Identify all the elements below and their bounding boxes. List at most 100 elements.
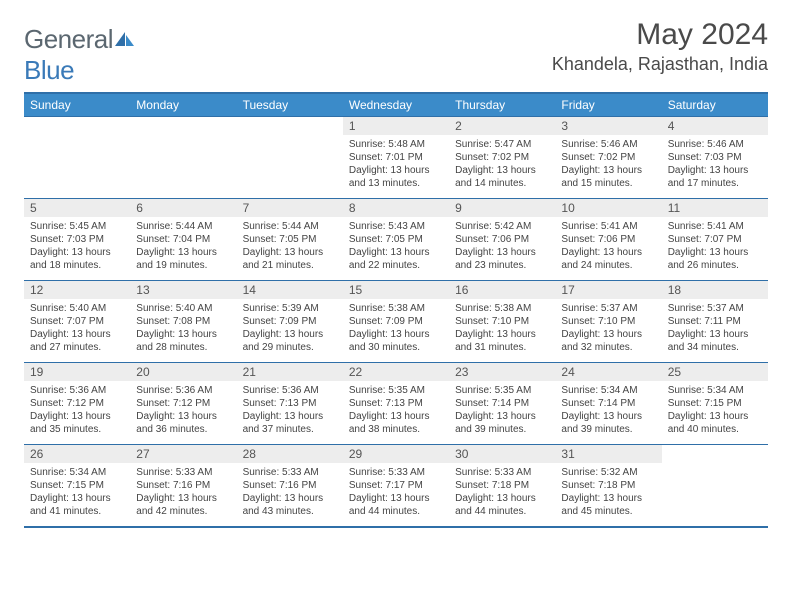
brand-part2: Blue [24, 55, 74, 85]
calendar-day-cell: 21Sunrise: 5:36 AMSunset: 7:13 PMDayligh… [237, 363, 343, 445]
day-number: 13 [130, 281, 236, 299]
day-number: 1 [343, 117, 449, 135]
calendar-week-row: 12Sunrise: 5:40 AMSunset: 7:07 PMDayligh… [24, 281, 768, 363]
day-number: 22 [343, 363, 449, 381]
calendar-day-cell: 31Sunrise: 5:32 AMSunset: 7:18 PMDayligh… [555, 445, 661, 527]
weekday-header: Saturday [662, 93, 768, 117]
day-details: Sunrise: 5:45 AMSunset: 7:03 PMDaylight:… [24, 217, 130, 276]
month-title: May 2024 [552, 18, 768, 52]
day-number: 20 [130, 363, 236, 381]
calendar-day-cell [237, 117, 343, 199]
day-details: Sunrise: 5:47 AMSunset: 7:02 PMDaylight:… [449, 135, 555, 194]
day-details: Sunrise: 5:46 AMSunset: 7:03 PMDaylight:… [662, 135, 768, 194]
day-number: 11 [662, 199, 768, 217]
day-details: Sunrise: 5:34 AMSunset: 7:15 PMDaylight:… [662, 381, 768, 440]
calendar-day-cell: 11Sunrise: 5:41 AMSunset: 7:07 PMDayligh… [662, 199, 768, 281]
calendar-day-cell: 23Sunrise: 5:35 AMSunset: 7:14 PMDayligh… [449, 363, 555, 445]
day-number: 29 [343, 445, 449, 463]
day-number: 18 [662, 281, 768, 299]
day-details: Sunrise: 5:38 AMSunset: 7:10 PMDaylight:… [449, 299, 555, 358]
day-number: 3 [555, 117, 661, 135]
brand-text: GeneralBlue [24, 24, 135, 86]
calendar-day-cell: 29Sunrise: 5:33 AMSunset: 7:17 PMDayligh… [343, 445, 449, 527]
calendar-day-cell: 25Sunrise: 5:34 AMSunset: 7:15 PMDayligh… [662, 363, 768, 445]
day-details: Sunrise: 5:40 AMSunset: 7:07 PMDaylight:… [24, 299, 130, 358]
weekday-header: Sunday [24, 93, 130, 117]
calendar-day-cell: 6Sunrise: 5:44 AMSunset: 7:04 PMDaylight… [130, 199, 236, 281]
day-number: 26 [24, 445, 130, 463]
day-number: 4 [662, 117, 768, 135]
calendar-day-cell: 13Sunrise: 5:40 AMSunset: 7:08 PMDayligh… [130, 281, 236, 363]
day-details: Sunrise: 5:34 AMSunset: 7:14 PMDaylight:… [555, 381, 661, 440]
calendar-day-cell: 28Sunrise: 5:33 AMSunset: 7:16 PMDayligh… [237, 445, 343, 527]
weekday-header: Friday [555, 93, 661, 117]
calendar-day-cell [24, 117, 130, 199]
calendar-day-cell: 12Sunrise: 5:40 AMSunset: 7:07 PMDayligh… [24, 281, 130, 363]
day-number: 21 [237, 363, 343, 381]
weekday-header: Monday [130, 93, 236, 117]
day-number: 16 [449, 281, 555, 299]
day-details: Sunrise: 5:42 AMSunset: 7:06 PMDaylight:… [449, 217, 555, 276]
day-number: 27 [130, 445, 236, 463]
day-number: 10 [555, 199, 661, 217]
calendar-day-cell: 7Sunrise: 5:44 AMSunset: 7:05 PMDaylight… [237, 199, 343, 281]
calendar-day-cell: 19Sunrise: 5:36 AMSunset: 7:12 PMDayligh… [24, 363, 130, 445]
calendar-day-cell: 16Sunrise: 5:38 AMSunset: 7:10 PMDayligh… [449, 281, 555, 363]
calendar-day-cell: 22Sunrise: 5:35 AMSunset: 7:13 PMDayligh… [343, 363, 449, 445]
calendar-day-cell: 3Sunrise: 5:46 AMSunset: 7:02 PMDaylight… [555, 117, 661, 199]
title-block: May 2024 Khandela, Rajasthan, India [552, 18, 768, 75]
weekday-header: Tuesday [237, 93, 343, 117]
day-details: Sunrise: 5:44 AMSunset: 7:04 PMDaylight:… [130, 217, 236, 276]
calendar-day-cell: 10Sunrise: 5:41 AMSunset: 7:06 PMDayligh… [555, 199, 661, 281]
day-details: Sunrise: 5:46 AMSunset: 7:02 PMDaylight:… [555, 135, 661, 194]
calendar-day-cell: 14Sunrise: 5:39 AMSunset: 7:09 PMDayligh… [237, 281, 343, 363]
day-number: 14 [237, 281, 343, 299]
calendar-week-row: 19Sunrise: 5:36 AMSunset: 7:12 PMDayligh… [24, 363, 768, 445]
day-number: 7 [237, 199, 343, 217]
day-details: Sunrise: 5:38 AMSunset: 7:09 PMDaylight:… [343, 299, 449, 358]
day-number: 2 [449, 117, 555, 135]
calendar-day-cell: 9Sunrise: 5:42 AMSunset: 7:06 PMDaylight… [449, 199, 555, 281]
day-details: Sunrise: 5:43 AMSunset: 7:05 PMDaylight:… [343, 217, 449, 276]
calendar-day-cell: 1Sunrise: 5:48 AMSunset: 7:01 PMDaylight… [343, 117, 449, 199]
day-details: Sunrise: 5:48 AMSunset: 7:01 PMDaylight:… [343, 135, 449, 194]
day-number: 28 [237, 445, 343, 463]
calendar-day-cell: 24Sunrise: 5:34 AMSunset: 7:14 PMDayligh… [555, 363, 661, 445]
calendar-table: SundayMondayTuesdayWednesdayThursdayFrid… [24, 92, 768, 528]
weekday-header: Thursday [449, 93, 555, 117]
day-details: Sunrise: 5:37 AMSunset: 7:10 PMDaylight:… [555, 299, 661, 358]
day-details: Sunrise: 5:33 AMSunset: 7:16 PMDaylight:… [237, 463, 343, 522]
calendar-day-cell: 4Sunrise: 5:46 AMSunset: 7:03 PMDaylight… [662, 117, 768, 199]
day-details: Sunrise: 5:33 AMSunset: 7:17 PMDaylight:… [343, 463, 449, 522]
day-number: 19 [24, 363, 130, 381]
calendar-week-row: 1Sunrise: 5:48 AMSunset: 7:01 PMDaylight… [24, 117, 768, 199]
day-number: 25 [662, 363, 768, 381]
calendar-day-cell: 17Sunrise: 5:37 AMSunset: 7:10 PMDayligh… [555, 281, 661, 363]
day-details: Sunrise: 5:36 AMSunset: 7:12 PMDaylight:… [130, 381, 236, 440]
day-details: Sunrise: 5:34 AMSunset: 7:15 PMDaylight:… [24, 463, 130, 522]
day-details: Sunrise: 5:36 AMSunset: 7:13 PMDaylight:… [237, 381, 343, 440]
calendar-day-cell: 30Sunrise: 5:33 AMSunset: 7:18 PMDayligh… [449, 445, 555, 527]
day-details: Sunrise: 5:32 AMSunset: 7:18 PMDaylight:… [555, 463, 661, 522]
day-number: 31 [555, 445, 661, 463]
day-number: 5 [24, 199, 130, 217]
calendar-day-cell [130, 117, 236, 199]
calendar-week-row: 5Sunrise: 5:45 AMSunset: 7:03 PMDaylight… [24, 199, 768, 281]
day-details: Sunrise: 5:37 AMSunset: 7:11 PMDaylight:… [662, 299, 768, 358]
day-number: 8 [343, 199, 449, 217]
day-number: 9 [449, 199, 555, 217]
brand-part1: General [24, 24, 113, 54]
calendar-day-cell [662, 445, 768, 527]
calendar-day-cell: 15Sunrise: 5:38 AMSunset: 7:09 PMDayligh… [343, 281, 449, 363]
calendar-day-cell: 8Sunrise: 5:43 AMSunset: 7:05 PMDaylight… [343, 199, 449, 281]
day-details: Sunrise: 5:40 AMSunset: 7:08 PMDaylight:… [130, 299, 236, 358]
calendar-day-cell: 2Sunrise: 5:47 AMSunset: 7:02 PMDaylight… [449, 117, 555, 199]
day-number: 30 [449, 445, 555, 463]
day-details: Sunrise: 5:39 AMSunset: 7:09 PMDaylight:… [237, 299, 343, 358]
brand-logo: GeneralBlue [24, 24, 135, 86]
day-details: Sunrise: 5:36 AMSunset: 7:12 PMDaylight:… [24, 381, 130, 440]
calendar-day-cell: 26Sunrise: 5:34 AMSunset: 7:15 PMDayligh… [24, 445, 130, 527]
day-details: Sunrise: 5:33 AMSunset: 7:16 PMDaylight:… [130, 463, 236, 522]
calendar-day-cell: 20Sunrise: 5:36 AMSunset: 7:12 PMDayligh… [130, 363, 236, 445]
calendar-day-cell: 18Sunrise: 5:37 AMSunset: 7:11 PMDayligh… [662, 281, 768, 363]
